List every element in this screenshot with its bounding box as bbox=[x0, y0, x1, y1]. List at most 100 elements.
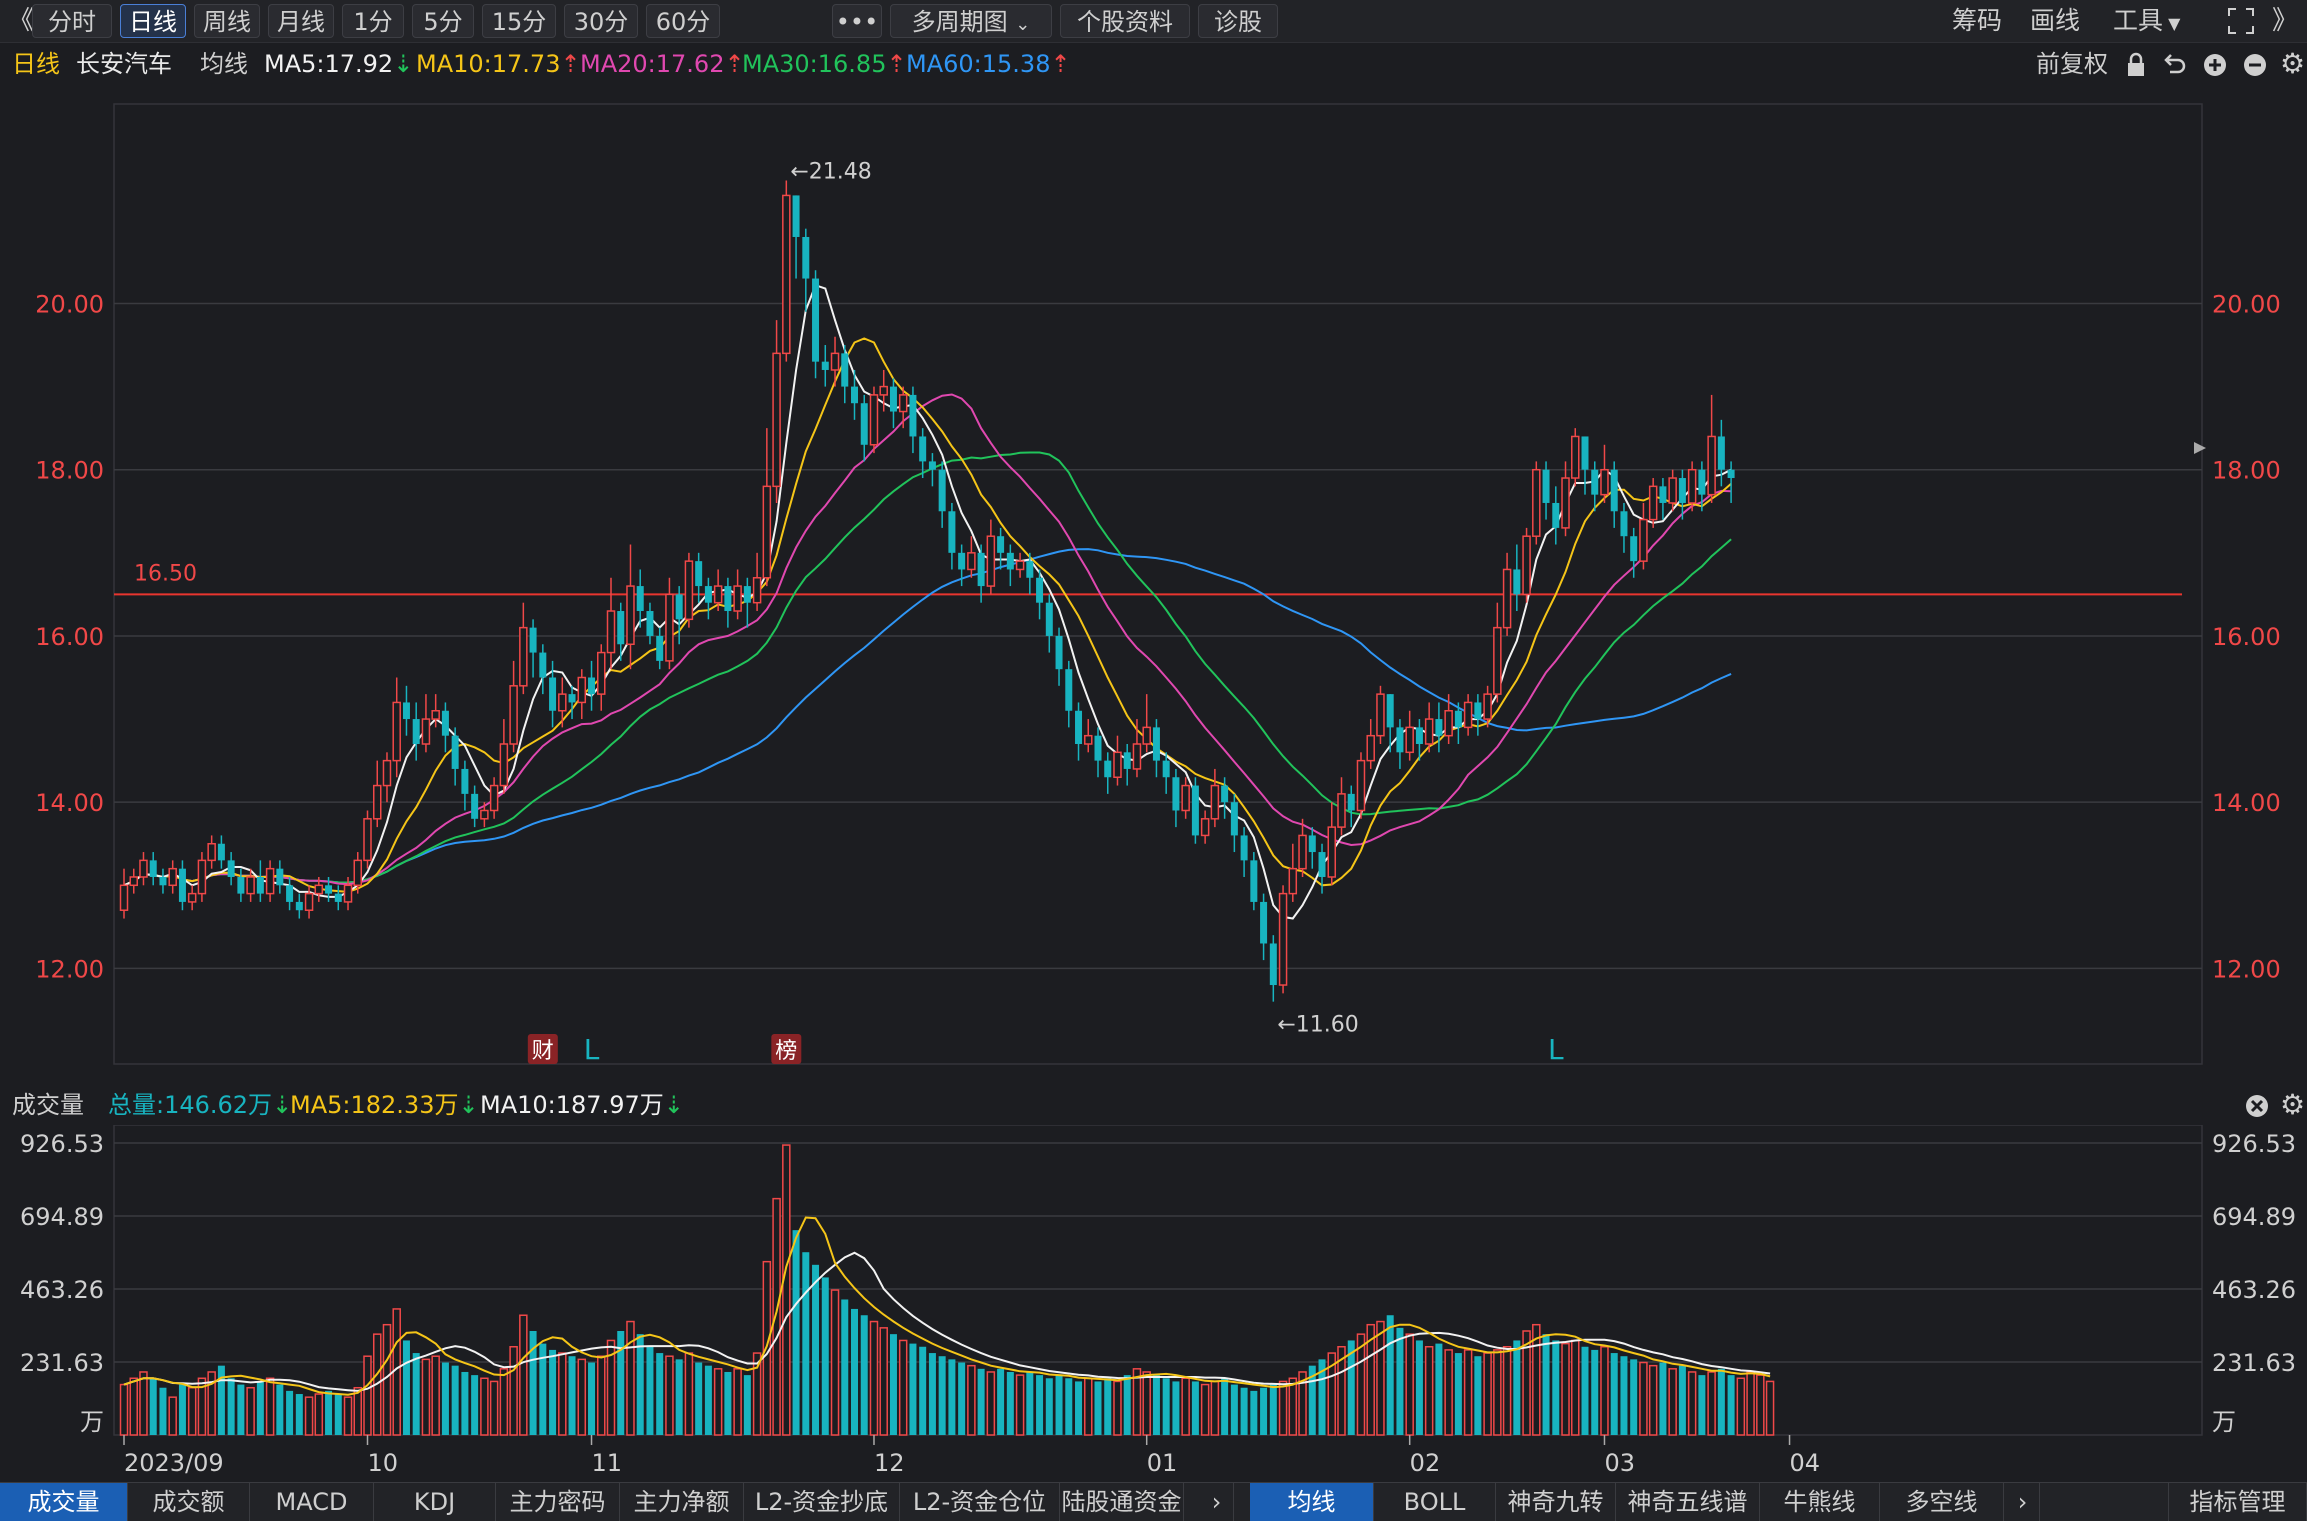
event-badge-2[interactable]: 榜 bbox=[771, 1034, 802, 1064]
double-chevron-right-icon[interactable]: 》 bbox=[2272, 6, 2299, 36]
candle-body bbox=[928, 461, 936, 470]
candle-body bbox=[1084, 734, 1093, 745]
chips-button[interactable]: 筹码 bbox=[1952, 6, 2003, 35]
volume-bar-14 bbox=[256, 1381, 264, 1435]
candle-24 bbox=[353, 852, 363, 894]
indicator-manage-button[interactable]: 指标管理 bbox=[2168, 1483, 2307, 1521]
volume-ma10: MA10:187.97万⇣ bbox=[480, 1091, 684, 1119]
overlay-tab-4[interactable]: 牛熊线 bbox=[1760, 1483, 1880, 1521]
more-button[interactable]: ••• bbox=[832, 4, 882, 38]
overlay-tab-0[interactable]: 均线 bbox=[1250, 1483, 1374, 1521]
diagnose-button[interactable]: 诊股 bbox=[1198, 4, 1278, 38]
price-chart[interactable]: 20.00 20.00 18.00 18.00 16.00 16.00 14.00 14.00… bbox=[0, 84, 2307, 1084]
candle-body bbox=[1620, 511, 1628, 537]
tabs-scroll-right-icon[interactable]: › bbox=[1200, 1483, 1234, 1521]
indicator-tab-0[interactable]: 成交量 bbox=[0, 1483, 128, 1521]
candle-32 bbox=[431, 694, 440, 728]
candle-109 bbox=[1181, 777, 1190, 819]
candle-64 bbox=[743, 577, 751, 628]
indicator-tab-8[interactable]: 陆股通资金 bbox=[1060, 1483, 1184, 1521]
candle-156 bbox=[1639, 502, 1648, 570]
overlay-tab-2[interactable]: 神奇九转 bbox=[1496, 1483, 1616, 1521]
candle-147 bbox=[1552, 486, 1560, 545]
period-tab-0[interactable]: 分时 bbox=[32, 4, 112, 38]
candle-43 bbox=[539, 644, 547, 695]
candle-140 bbox=[1483, 685, 1492, 728]
volume-bar-5 bbox=[168, 1396, 177, 1436]
tools-dropdown[interactable]: 工具 ▼ bbox=[2113, 4, 2180, 38]
period-tab-7[interactable]: 30分 bbox=[564, 4, 638, 38]
candle-9 bbox=[207, 835, 216, 869]
period-tab-8[interactable]: 60分 bbox=[646, 4, 720, 38]
volume-bar-155 bbox=[1630, 1359, 1638, 1435]
candle-body bbox=[489, 784, 499, 812]
fullscreen-icon[interactable] bbox=[2226, 4, 2256, 38]
candle-body bbox=[1405, 726, 1414, 754]
indicator-tab-2[interactable]: MACD bbox=[250, 1483, 374, 1521]
indicator-tab-4[interactable]: 主力密码 bbox=[496, 1483, 620, 1521]
zoom-out-icon[interactable] bbox=[2242, 44, 2268, 90]
volume-settings-gear-icon[interactable]: ⚙ bbox=[2280, 1088, 2306, 1121]
indicator-tab-7[interactable]: L2-资金仓位 bbox=[900, 1483, 1060, 1521]
candle-body bbox=[1463, 701, 1473, 729]
volume-bar-161 bbox=[1687, 1371, 1697, 1436]
volume-bar-147 bbox=[1552, 1340, 1560, 1435]
indicator-tab-3[interactable]: KDJ bbox=[374, 1483, 496, 1521]
stock-info-button[interactable]: 个股资料 bbox=[1060, 4, 1190, 38]
candle-body bbox=[1065, 669, 1073, 711]
tabs2-scroll-right-icon[interactable]: › bbox=[2006, 1483, 2040, 1521]
candle-body bbox=[451, 735, 459, 769]
indicator-tab-5[interactable]: 主力净额 bbox=[620, 1483, 744, 1521]
period-tab-1[interactable]: 日线 bbox=[120, 4, 186, 38]
draw-line-button[interactable]: 画线 bbox=[2030, 6, 2081, 35]
indicator-tab-6[interactable]: L2-资金抄底 bbox=[744, 1483, 900, 1521]
x-tick-label-4: 01 bbox=[1147, 1449, 1178, 1477]
l-marker-3[interactable]: L bbox=[1548, 1033, 1564, 1066]
period-tab-3[interactable]: 月线 bbox=[268, 4, 334, 38]
candle-136 bbox=[1444, 694, 1453, 744]
ma20-value: MA20:17.62⇡ bbox=[580, 50, 745, 78]
adjust-button[interactable]: 前复权 bbox=[2036, 50, 2108, 78]
candle-12 bbox=[237, 868, 245, 902]
close-icon[interactable] bbox=[2244, 1085, 2270, 1131]
period-tab-6[interactable]: 15分 bbox=[482, 4, 556, 38]
candle-20 bbox=[314, 876, 324, 902]
volume-bar-54 bbox=[646, 1346, 654, 1435]
multi-period-dropdown[interactable]: 多周期图 ⌄ bbox=[890, 4, 1052, 38]
candle-5 bbox=[168, 860, 177, 894]
candle-body bbox=[802, 236, 810, 279]
volume-bar-109 bbox=[1181, 1377, 1190, 1436]
candle-body bbox=[1513, 569, 1521, 595]
candle-body bbox=[168, 867, 177, 887]
candle-body bbox=[1561, 477, 1570, 529]
candle-39 bbox=[499, 719, 509, 794]
volume-tick-left: 926.53 bbox=[20, 1130, 104, 1158]
candle-body bbox=[480, 809, 489, 820]
l-marker-1[interactable]: L bbox=[584, 1033, 600, 1066]
period-tab-5[interactable]: 5分 bbox=[412, 4, 474, 38]
candle-body bbox=[1552, 502, 1560, 528]
candle-body bbox=[1581, 436, 1589, 470]
candle-63 bbox=[733, 569, 742, 620]
candle-body bbox=[724, 586, 732, 612]
overlay-tab-5[interactable]: 多空线 bbox=[1880, 1483, 2004, 1521]
undo-icon[interactable] bbox=[2162, 44, 2188, 90]
indicator-tab-1[interactable]: 成交额 bbox=[128, 1483, 250, 1521]
candle-45 bbox=[558, 677, 567, 728]
volume-bar-72 bbox=[821, 1277, 829, 1435]
candle-8 bbox=[197, 852, 207, 902]
lock-icon[interactable] bbox=[2124, 44, 2148, 90]
candle-body bbox=[860, 403, 868, 445]
overlay-tab-1[interactable]: BOLL bbox=[1374, 1483, 1496, 1521]
event-badge-0[interactable]: 财 bbox=[527, 1034, 558, 1064]
volume-bar-78 bbox=[879, 1327, 888, 1436]
candle-23 bbox=[343, 876, 353, 911]
volume-bar-21 bbox=[325, 1390, 333, 1435]
volume-chart[interactable]: 926.53 926.53 694.89 694.89 463.26 463.26 231.… bbox=[0, 1125, 2307, 1482]
double-chevron-left-icon[interactable]: 《 bbox=[8, 6, 35, 36]
zoom-in-icon[interactable] bbox=[2202, 44, 2228, 90]
overlay-tab-3[interactable]: 神奇五线谱 bbox=[1616, 1483, 1760, 1521]
settings-gear-icon[interactable]: ⚙ bbox=[2280, 47, 2306, 80]
period-tab-4[interactable]: 1分 bbox=[342, 4, 404, 38]
period-tab-2[interactable]: 周线 bbox=[194, 4, 260, 38]
